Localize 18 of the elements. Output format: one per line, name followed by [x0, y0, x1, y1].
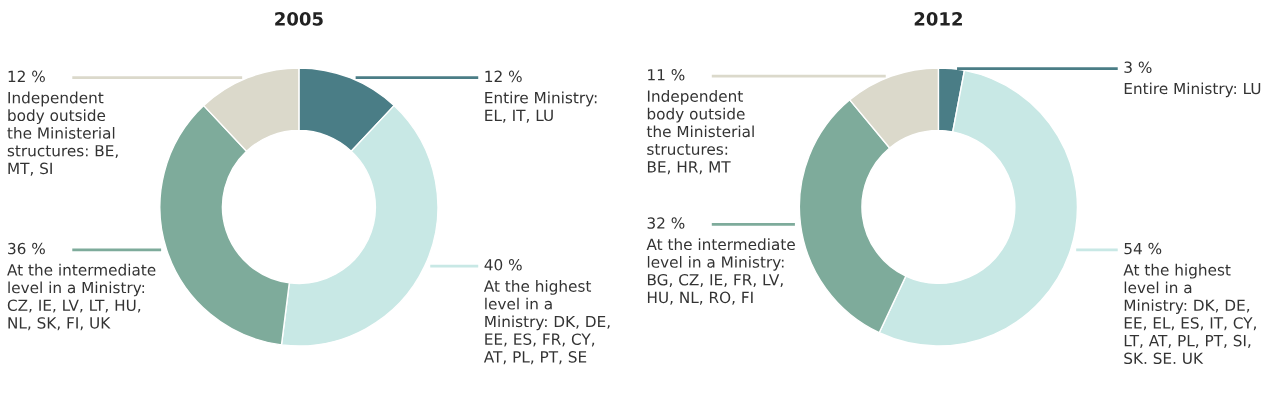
- chart-title: 2005: [275, 12, 323, 26]
- chart-title: 2012: [914, 12, 962, 26]
- data-label: 54 %: [1124, 242, 1162, 255]
- data-label: 36 %: [8, 242, 45, 255]
- slice-label: Entire Ministry: LU: [1124, 82, 1261, 98]
- data-label: 3 %: [1124, 61, 1152, 73]
- slice-label: At the intermediate level in a Ministry: BG, CZ, IE, FR, LV, HU, NL, RO, FI: [646, 238, 795, 305]
- slice-label: Entire Ministry: EL, IT, LU: [485, 91, 597, 123]
- slice-label: At the intermediate level in a Ministry: CZ, IE, LV, LT, HU, NL, SK, FI, UK: [7, 263, 156, 331]
- data-label: 40 %: [484, 259, 522, 271]
- slice-label: Independent body outside the Ministerial structures: BE, HR, MT: [646, 90, 754, 175]
- data-label: 12 %: [485, 70, 522, 83]
- slice-label: At the highest level in a Ministry: DK, DE, EE, EL, ES, IT, CY, LT, AT, PL, PT, SI, SK. SE. UK: [1123, 263, 1256, 365]
- data-label: 32 %: [647, 217, 685, 229]
- data-label: 12 %: [8, 70, 45, 83]
- slice-label: Independent body outside the Ministerial structures: BE, MT, SI: [7, 91, 118, 176]
- slice-label: At the highest level in a Ministry: DK, DE, EE, ES, FR, CY, AT, PL, PT, SE: [483, 280, 610, 365]
- data-label: 11 %: [648, 69, 685, 81]
